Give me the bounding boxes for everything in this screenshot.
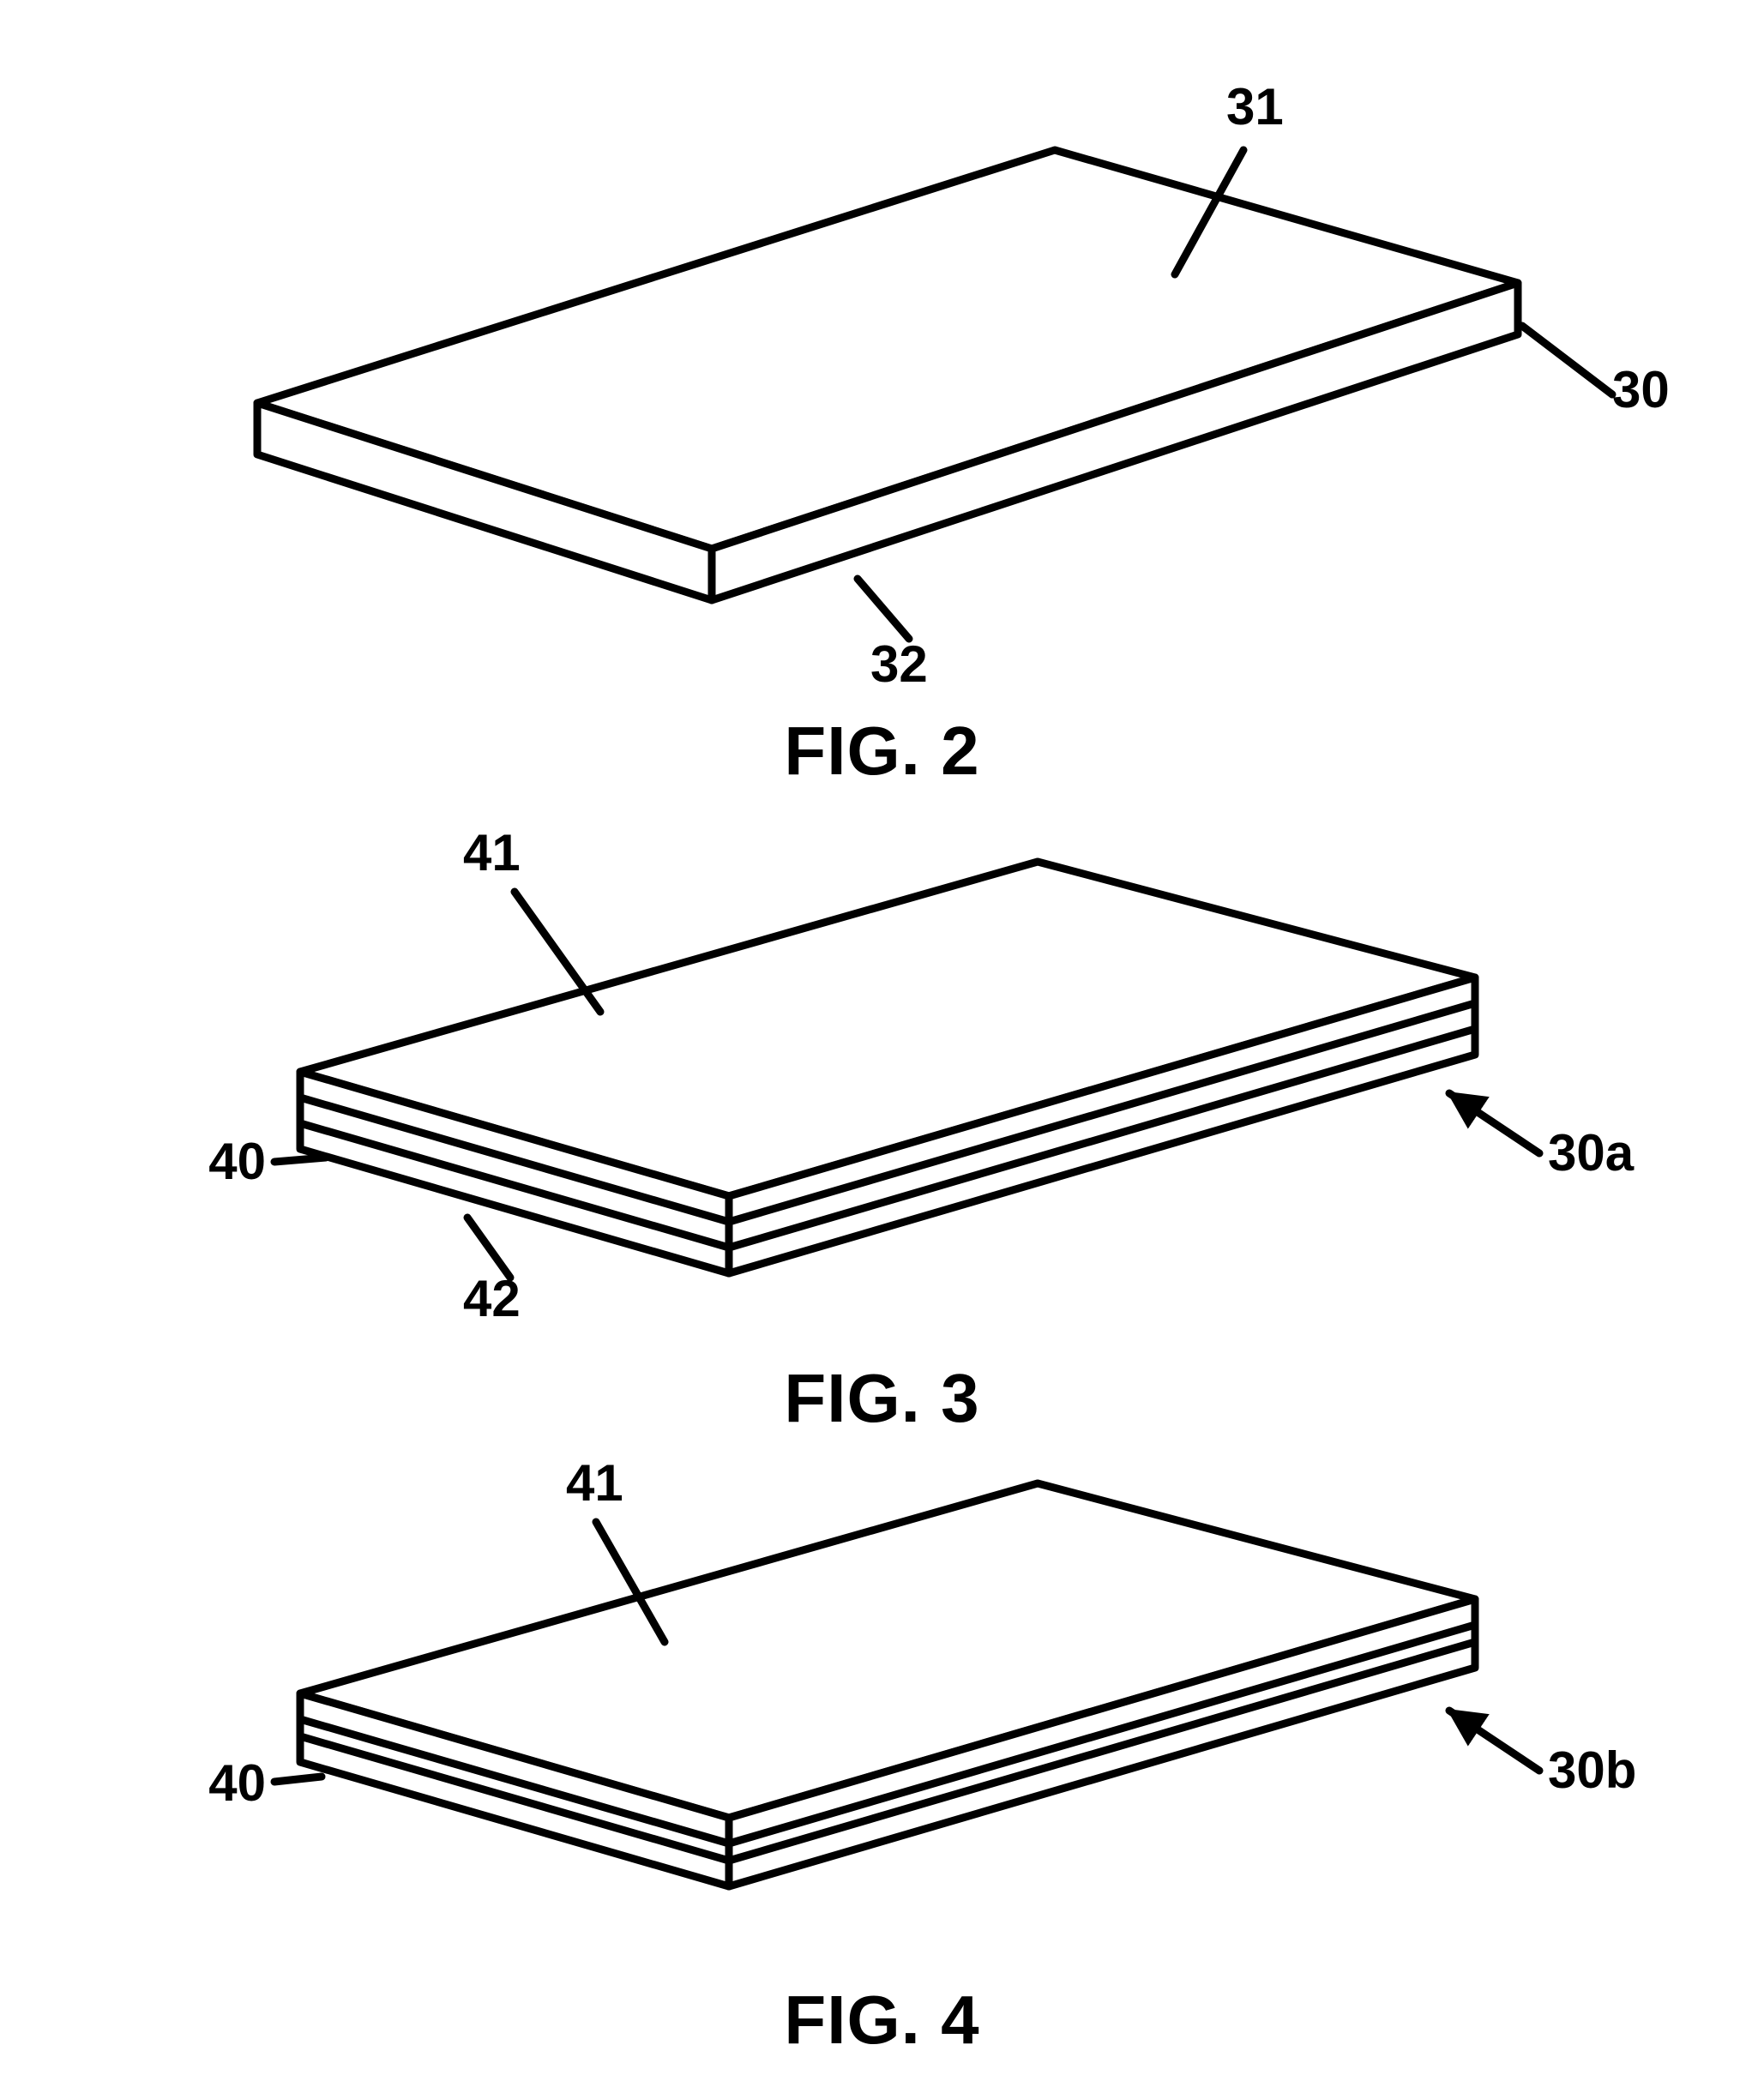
fig2-group — [257, 150, 1612, 639]
callout-30a: 30a — [1548, 1123, 1634, 1182]
callout-40: 40 — [208, 1132, 266, 1191]
fig3-caption: FIG. 3 — [0, 1359, 1764, 1438]
callout-31: 31 — [1226, 77, 1284, 136]
callout-40: 40 — [208, 1753, 266, 1813]
callout-42: 42 — [463, 1269, 521, 1328]
callout-30: 30 — [1612, 360, 1670, 419]
fig4-group — [274, 1483, 1539, 1886]
callout-30b: 30b — [1548, 1741, 1636, 1800]
fig3-group — [274, 862, 1539, 1278]
callout-41: 41 — [463, 823, 521, 882]
fig2-caption: FIG. 2 — [0, 712, 1764, 791]
fig4-caption: FIG. 4 — [0, 1981, 1764, 2060]
callout-32: 32 — [870, 635, 928, 694]
callout-41: 41 — [566, 1453, 623, 1513]
